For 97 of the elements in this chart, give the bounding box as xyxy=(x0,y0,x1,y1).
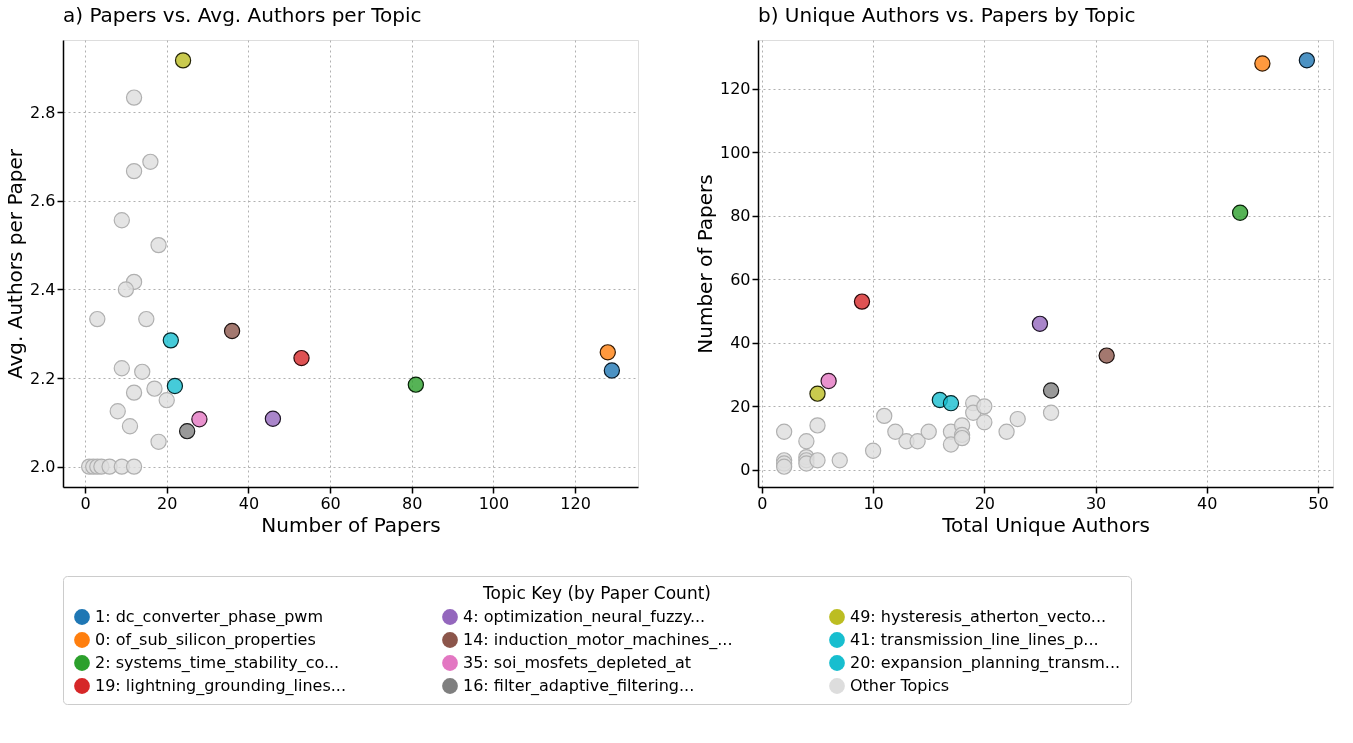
point xyxy=(1042,382,1060,399)
point xyxy=(125,89,143,106)
point xyxy=(920,423,937,440)
x-tick-label: 40 xyxy=(1197,493,1218,513)
point xyxy=(1298,52,1316,69)
point xyxy=(599,344,616,361)
point xyxy=(223,322,241,340)
point xyxy=(831,452,848,469)
point xyxy=(125,162,143,180)
point xyxy=(1042,404,1060,421)
y-tick-label: 2.0 xyxy=(30,457,56,477)
point xyxy=(976,398,993,415)
x-tick-label: 0 xyxy=(757,493,768,513)
legend-label: 1: dc_converter_phase_pwm xyxy=(95,607,324,627)
chart-title: a) Papers vs. Avg. Authors per Topic xyxy=(63,3,422,27)
x-tick-label: 120 xyxy=(560,493,591,513)
y-tick-label: 80 xyxy=(730,206,751,226)
x-tick-label: 50 xyxy=(1308,493,1329,513)
point xyxy=(150,433,167,450)
legend-label: 41: transmission_line_lines_p... xyxy=(850,630,1099,650)
x-tick-label: 20 xyxy=(974,493,996,513)
y-tick-label: 60 xyxy=(730,269,751,289)
point xyxy=(178,423,196,440)
point xyxy=(798,433,815,450)
x-tick-label: 60 xyxy=(320,493,341,513)
point xyxy=(134,363,151,380)
legend-label: 20: expansion_planning_transm... xyxy=(850,653,1121,673)
point xyxy=(109,403,126,420)
x-tick-label: 0 xyxy=(80,493,91,513)
point xyxy=(942,395,960,412)
point xyxy=(864,442,882,459)
point xyxy=(150,236,167,254)
y-tick-label: 40 xyxy=(730,333,751,353)
legend-label: 4: optimization_neural_fuzzy... xyxy=(463,607,706,627)
legend-label: 2: systems_time_stability_co... xyxy=(95,653,340,673)
y-tick-label: 0 xyxy=(740,460,751,480)
y-tick-label: 100 xyxy=(719,142,751,162)
legend-label: 16: filter_adaptive_filtering... xyxy=(463,676,695,696)
x-tick-label: 80 xyxy=(402,493,423,513)
x-tick-label: 20 xyxy=(157,493,178,513)
point xyxy=(138,310,155,328)
point xyxy=(142,153,159,170)
point xyxy=(809,452,826,469)
chart-title: b) Unique Authors vs. Papers by Topic xyxy=(758,3,1136,27)
point xyxy=(876,407,893,425)
point xyxy=(113,212,130,229)
point xyxy=(909,433,926,450)
point xyxy=(117,281,135,298)
x-tick-label: 10 xyxy=(863,493,884,513)
point xyxy=(1031,315,1049,332)
point xyxy=(1254,55,1271,72)
point xyxy=(775,423,793,440)
point xyxy=(264,410,282,427)
point xyxy=(809,385,826,402)
legend-label: 35: soi_mosfets_depleted_at xyxy=(463,653,691,673)
point xyxy=(146,380,163,397)
point xyxy=(166,377,184,395)
point xyxy=(293,349,310,367)
point xyxy=(89,310,106,328)
legend-label: 14: induction_motor_machines_... xyxy=(463,630,733,650)
x-axis-title: Number of Papers xyxy=(261,512,441,537)
point xyxy=(125,384,143,401)
legend-label: 49: hysteresis_atherton_vecto... xyxy=(850,607,1107,627)
point xyxy=(407,376,425,393)
point xyxy=(1098,347,1115,364)
point xyxy=(113,360,130,377)
point xyxy=(121,418,139,435)
point xyxy=(1009,410,1026,428)
point xyxy=(976,414,993,431)
point xyxy=(158,392,175,409)
y-tick-label: 2.6 xyxy=(30,191,56,211)
y-tick-label: 2.4 xyxy=(30,279,56,299)
point xyxy=(853,293,871,310)
x-tick-label: 100 xyxy=(478,493,510,513)
point xyxy=(998,423,1015,440)
x-tick-label: 40 xyxy=(238,493,260,513)
y-tick-label: 2.8 xyxy=(30,102,56,122)
point xyxy=(820,372,837,390)
x-axis-title: Total Unique Authors xyxy=(941,512,1150,537)
y-tick-label: 2.2 xyxy=(30,368,56,388)
point xyxy=(162,332,179,349)
y-axis-title: Avg. Authors per Paper xyxy=(3,148,28,380)
point xyxy=(887,423,904,440)
legend-label: 0: of_sub_silicon_properties xyxy=(95,630,316,650)
point xyxy=(1231,204,1249,221)
y-axis-title: Number of Papers xyxy=(692,174,717,354)
point xyxy=(603,362,621,379)
point xyxy=(191,411,208,428)
y-tick-label: 20 xyxy=(730,396,751,416)
x-tick-label: 30 xyxy=(1085,493,1107,513)
point xyxy=(809,417,826,434)
y-tick-label: 120 xyxy=(719,79,751,99)
legend-label: 19: lightning_grounding_lines... xyxy=(95,676,346,696)
point xyxy=(174,52,192,69)
legend-label: Other Topics xyxy=(850,676,950,695)
legend-title: Topic Key (by Paper Count) xyxy=(482,583,711,603)
point xyxy=(125,458,143,475)
